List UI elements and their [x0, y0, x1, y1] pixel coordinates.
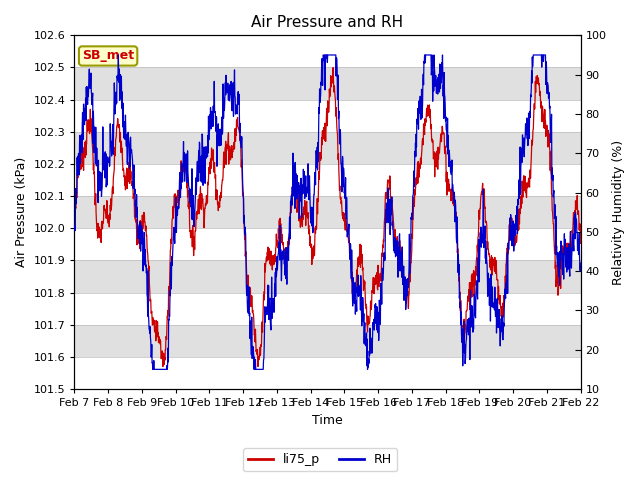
Bar — [74, 196, 580, 228]
Bar — [74, 68, 580, 100]
Title: Air Pressure and RH: Air Pressure and RH — [252, 15, 404, 30]
X-axis label: Time: Time — [312, 414, 343, 427]
Y-axis label: Air Pressure (kPa): Air Pressure (kPa) — [15, 157, 28, 267]
Bar — [74, 164, 580, 196]
Bar — [74, 36, 580, 68]
Legend: li75_p, RH: li75_p, RH — [243, 448, 397, 471]
Bar — [74, 292, 580, 324]
Bar — [74, 228, 580, 261]
Bar — [74, 261, 580, 292]
Text: SB_met: SB_met — [82, 49, 134, 62]
Bar — [74, 324, 580, 357]
Bar — [74, 132, 580, 164]
Bar — [74, 357, 580, 389]
Bar — [74, 100, 580, 132]
Y-axis label: Relativity Humidity (%): Relativity Humidity (%) — [612, 140, 625, 285]
